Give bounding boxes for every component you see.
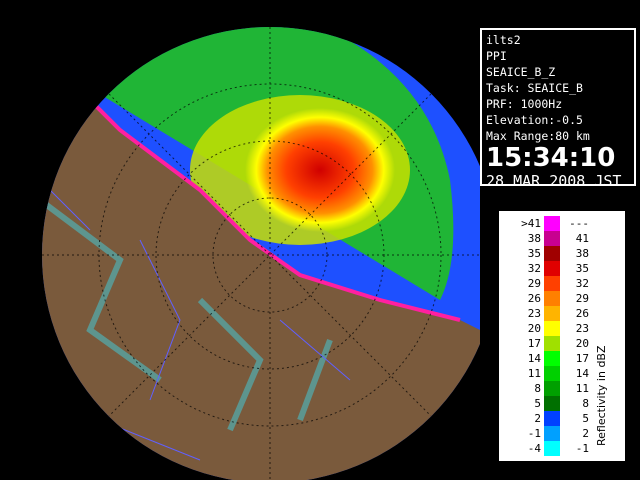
legend-swatch xyxy=(544,336,560,351)
land-clutter xyxy=(42,197,333,472)
legend-swatch xyxy=(544,426,560,441)
legend-low: 38 xyxy=(527,232,541,245)
legend-swatch xyxy=(544,321,560,336)
legend-swatch xyxy=(544,441,560,456)
date: 28 MAR 2008 JST xyxy=(486,172,622,190)
legend-low: 26 xyxy=(527,292,541,305)
legend-low: 35 xyxy=(527,247,541,260)
legend-swatch xyxy=(544,366,560,381)
legend-row: 35 38 xyxy=(499,246,599,261)
legend-low: 5 xyxy=(534,397,541,410)
legend-swatch xyxy=(544,306,560,321)
legend-swatch xyxy=(544,231,560,246)
legend-low: -4 xyxy=(527,442,541,455)
info-line: PPI xyxy=(486,49,507,63)
legend: Reflectivity in dBZ >41 --- 38 41 35 38 32 35 29… xyxy=(498,210,626,462)
legend-swatch xyxy=(544,291,560,306)
legend-high: -1 xyxy=(575,442,589,455)
legend-high: 5 xyxy=(582,412,589,425)
legend-row: 17 20 xyxy=(499,336,599,351)
legend-swatch xyxy=(544,276,560,291)
legend-low: 14 xyxy=(527,352,541,365)
legend-high: 38 xyxy=(575,247,589,260)
legend-swatch xyxy=(544,396,560,411)
legend-high: 32 xyxy=(575,277,589,290)
legend-low: 2 xyxy=(534,412,541,425)
legend-high: 23 xyxy=(575,322,589,335)
legend-row: 32 35 xyxy=(499,261,599,276)
legend-high: 29 xyxy=(575,292,589,305)
legend-low: -1 xyxy=(527,427,541,440)
legend-high: 26 xyxy=(575,307,589,320)
legend-row: 14 17 xyxy=(499,351,599,366)
legend-low: 29 xyxy=(527,277,541,290)
legend-row: 20 23 xyxy=(499,321,599,336)
legend-row: 38 41 xyxy=(499,231,599,246)
legend-swatch xyxy=(544,411,560,426)
info-panel: ilts2 PPI SEAICE_B_Z Task: SEAICE_B PRF: 100… xyxy=(480,28,636,190)
legend-swatch xyxy=(544,381,560,396)
land xyxy=(42,60,480,480)
legend-row: 11 14 xyxy=(499,366,599,381)
legend-high: 17 xyxy=(575,352,589,365)
range-rings xyxy=(42,27,480,480)
time: 15:34:10 xyxy=(486,143,616,173)
legend-low: 17 xyxy=(527,337,541,350)
legend-swatch xyxy=(544,351,560,366)
legend-high: 41 xyxy=(575,232,589,245)
legend-row: -4 -1 xyxy=(499,441,599,456)
legend-row: -1 2 xyxy=(499,426,599,441)
legend-high: --- xyxy=(569,217,589,230)
legend-high: 2 xyxy=(582,427,589,440)
legend-low: 8 xyxy=(534,382,541,395)
legend-row: 29 32 xyxy=(499,276,599,291)
legend-high: 35 xyxy=(575,262,589,275)
legend-swatch xyxy=(544,261,560,276)
legend-row: 23 26 xyxy=(499,306,599,321)
info-line: Max Range:80 km xyxy=(486,129,590,143)
legend-high: 8 xyxy=(582,397,589,410)
legend-low: 20 xyxy=(527,322,541,335)
legend-low: 11 xyxy=(527,367,541,380)
legend-high: 11 xyxy=(575,382,589,395)
legend-row: >41 --- xyxy=(499,216,599,231)
echo-core xyxy=(245,108,395,232)
legend-swatch xyxy=(544,246,560,261)
legend-row: 8 11 xyxy=(499,381,599,396)
legend-low: >41 xyxy=(521,217,541,230)
radar-map xyxy=(42,27,480,480)
legend-swatch xyxy=(544,216,560,231)
legend-low: 23 xyxy=(527,307,541,320)
info-line: Task: SEAICE_B xyxy=(486,81,583,95)
legend-high: 20 xyxy=(575,337,589,350)
legend-high: 14 xyxy=(575,367,589,380)
legend-row: 26 29 xyxy=(499,291,599,306)
radar-sweep xyxy=(42,27,480,480)
info-line: SEAICE_B_Z xyxy=(486,65,556,79)
info-line: Elevation:-0.5 xyxy=(486,113,583,127)
info-line: PRF: 1000Hz xyxy=(486,97,563,111)
legend-low: 32 xyxy=(527,262,541,275)
info-line: ilts2 xyxy=(486,33,521,47)
